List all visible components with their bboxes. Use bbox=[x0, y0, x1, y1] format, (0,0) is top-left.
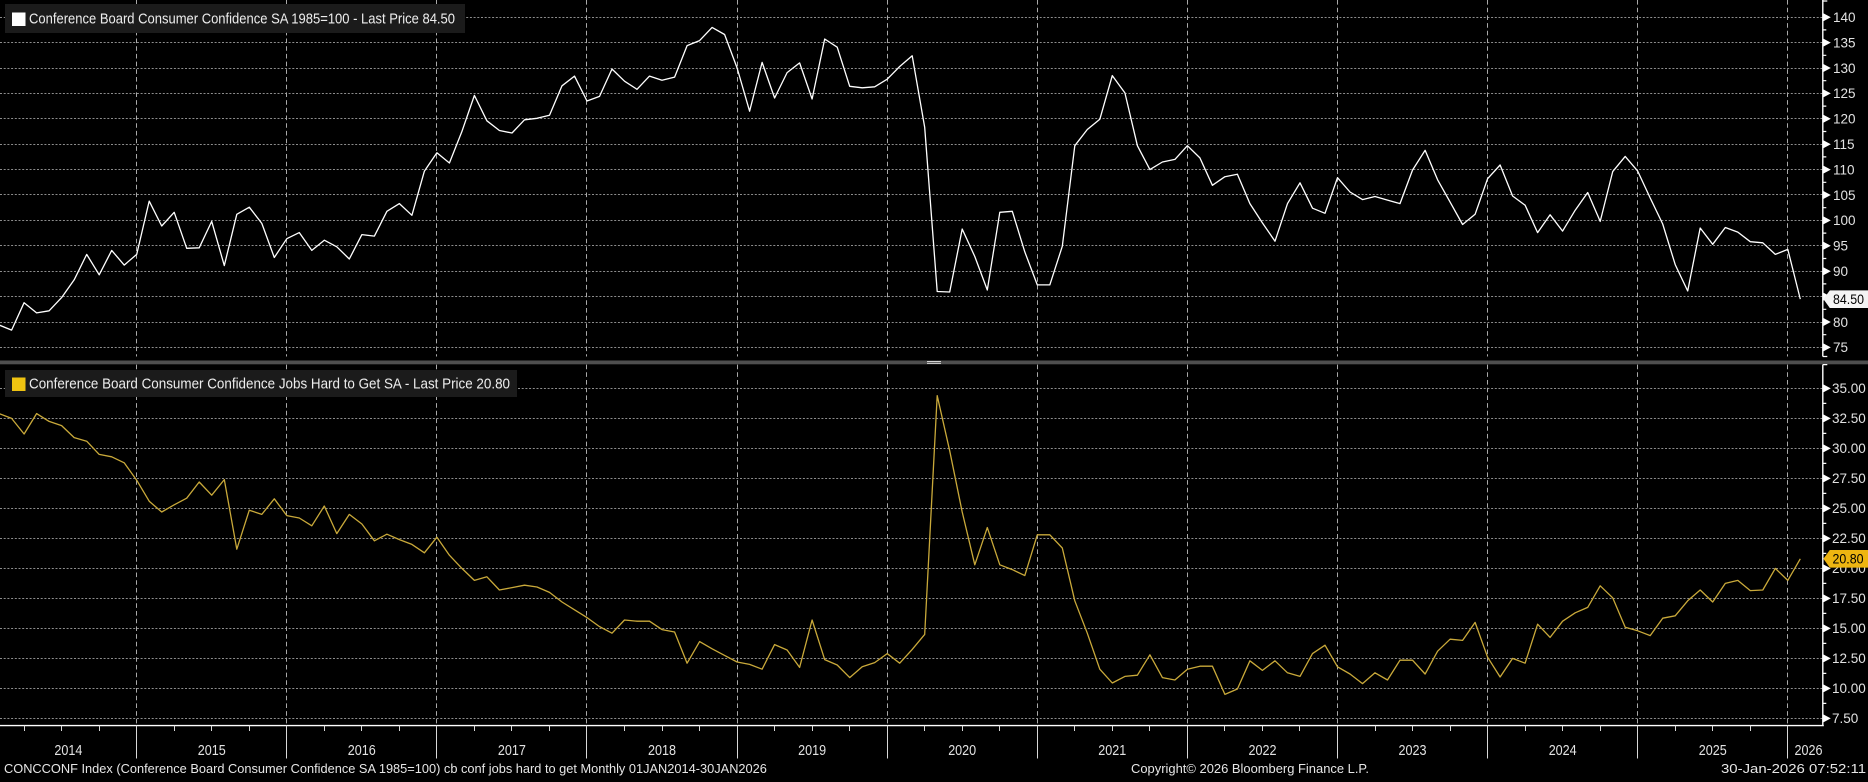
svg-text:75: 75 bbox=[1833, 340, 1848, 355]
svg-text:90: 90 bbox=[1833, 264, 1848, 279]
svg-text:2023: 2023 bbox=[1399, 743, 1427, 759]
svg-text:25.00: 25.00 bbox=[1832, 501, 1866, 516]
svg-text:2026: 2026 bbox=[1795, 743, 1823, 759]
svg-text:2016: 2016 bbox=[348, 743, 376, 759]
svg-text:84.50: 84.50 bbox=[1833, 292, 1864, 307]
svg-text:32.50: 32.50 bbox=[1832, 411, 1866, 426]
svg-text:2020: 2020 bbox=[948, 743, 976, 759]
svg-text:130: 130 bbox=[1833, 61, 1856, 76]
svg-text:CONCCONF Index (Conference Boa: CONCCONF Index (Conference Board Consume… bbox=[4, 761, 767, 776]
svg-text:2021: 2021 bbox=[1098, 743, 1126, 759]
svg-text:2017: 2017 bbox=[498, 743, 526, 759]
svg-text:30-Jan-2026 07:52:11: 30-Jan-2026 07:52:11 bbox=[1721, 761, 1866, 776]
svg-text:2024: 2024 bbox=[1549, 743, 1577, 759]
svg-text:110: 110 bbox=[1833, 162, 1855, 177]
svg-text:17.50: 17.50 bbox=[1832, 591, 1866, 606]
svg-text:22.50: 22.50 bbox=[1832, 531, 1866, 546]
svg-text:Conference Board Consumer Conf: Conference Board Consumer Confidence SA … bbox=[29, 11, 455, 28]
svg-text:125: 125 bbox=[1833, 86, 1856, 101]
svg-text:12.50: 12.50 bbox=[1832, 651, 1866, 666]
svg-text:100: 100 bbox=[1833, 213, 1856, 228]
svg-text:2014: 2014 bbox=[54, 743, 82, 759]
svg-text:115: 115 bbox=[1833, 137, 1855, 152]
svg-text:80: 80 bbox=[1833, 315, 1848, 330]
svg-text:105: 105 bbox=[1833, 188, 1856, 203]
svg-text:35.00: 35.00 bbox=[1832, 381, 1866, 396]
svg-text:95: 95 bbox=[1833, 239, 1848, 254]
svg-text:20.80: 20.80 bbox=[1833, 552, 1864, 567]
svg-text:140: 140 bbox=[1833, 10, 1856, 25]
svg-text:135: 135 bbox=[1833, 35, 1856, 50]
svg-text:15.00: 15.00 bbox=[1832, 621, 1866, 636]
svg-text:30.00: 30.00 bbox=[1832, 441, 1866, 456]
svg-text:Copyright© 2026 Bloomberg Fina: Copyright© 2026 Bloomberg Finance L.P. bbox=[1131, 761, 1369, 776]
svg-text:27.50: 27.50 bbox=[1832, 471, 1866, 486]
svg-text:2022: 2022 bbox=[1249, 743, 1277, 759]
svg-text:Conference Board Consumer Conf: Conference Board Consumer Confidence Job… bbox=[29, 376, 510, 393]
svg-text:2015: 2015 bbox=[198, 743, 226, 759]
svg-text:2018: 2018 bbox=[648, 743, 676, 759]
svg-text:2025: 2025 bbox=[1699, 743, 1727, 759]
svg-text:2019: 2019 bbox=[798, 743, 826, 759]
svg-text:10.00: 10.00 bbox=[1832, 681, 1866, 696]
svg-text:120: 120 bbox=[1833, 112, 1856, 127]
svg-text:7.50: 7.50 bbox=[1832, 711, 1858, 726]
